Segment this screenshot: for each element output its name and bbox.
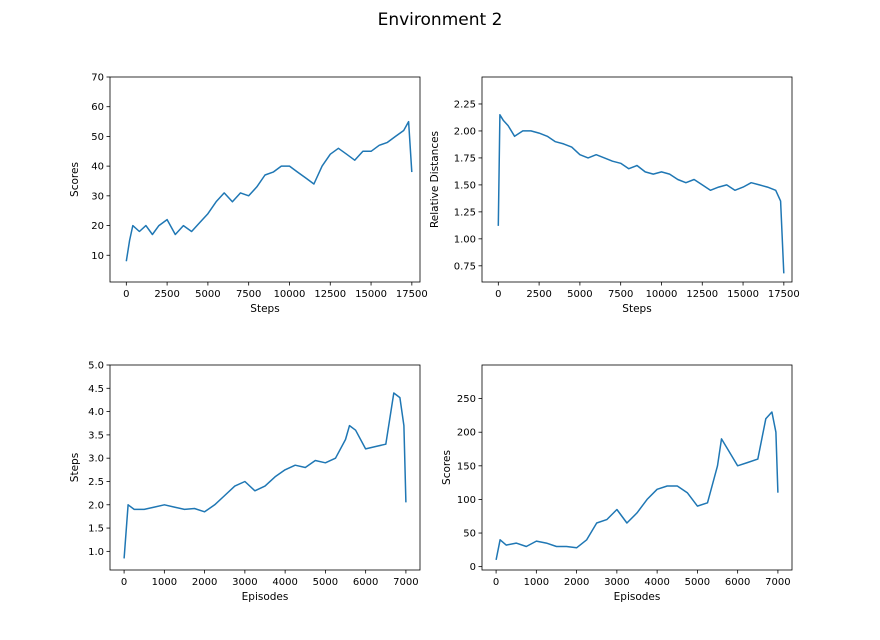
- x-tick-label: 3000: [604, 577, 629, 588]
- series-line-1: [495, 411, 779, 561]
- y-tick-label: 20: [91, 221, 104, 232]
- x-tick-label: 7500: [236, 289, 261, 300]
- y-tick-label: 1.50: [454, 180, 476, 191]
- subplot-1: 0 2500 5000 7500 10000 12500 15000 17500 10 20 30 4…: [69, 73, 428, 316]
- x-tick-label: 0: [495, 289, 501, 300]
- y-tick-label: 0: [470, 562, 476, 573]
- y-tick-label: 1.25: [454, 207, 476, 218]
- x-tick-label: 6000: [725, 577, 750, 588]
- y-tick-label: 2.25: [454, 99, 476, 110]
- y-tick-label: 3.0: [88, 454, 104, 465]
- x-tick-label: 1000: [524, 577, 549, 588]
- y-axis-label: Scores: [69, 162, 81, 197]
- y-axis-label: Steps: [69, 453, 81, 482]
- y-tick-label: 2.0: [88, 500, 104, 511]
- x-tick-label: 0: [493, 577, 499, 588]
- x-tick-label: 2000: [564, 577, 589, 588]
- series-line-1: [125, 120, 413, 262]
- y-axis-label: Relative Distances: [429, 131, 441, 228]
- x-axis-label: Episodes: [614, 591, 661, 603]
- y-tick-label: 2.5: [88, 477, 104, 488]
- y-axis-label: Scores: [441, 450, 453, 485]
- y-tick-label: 5.0: [88, 361, 104, 372]
- subplot-4: 0 1000 2000 3000 4000 5000 6000 7000 0 50 100 150 20…: [441, 364, 793, 603]
- y-tick-label: 200: [457, 428, 476, 439]
- x-tick-label: 12500: [314, 289, 346, 300]
- x-tick-label: 4000: [272, 577, 297, 588]
- x-tick-label: 6000: [353, 577, 378, 588]
- x-tick-label: 5000: [685, 577, 710, 588]
- x-tick-label: 5000: [195, 289, 220, 300]
- x-tick-label: 10000: [646, 289, 678, 300]
- x-tick-label: 7500: [608, 289, 633, 300]
- x-tick-label: 0: [121, 577, 127, 588]
- y-tick-label: 60: [91, 102, 104, 113]
- y-tick-label: 4.5: [88, 384, 104, 395]
- y-tick-label: 0.75: [454, 261, 476, 272]
- x-axis-label: Episodes: [242, 591, 289, 603]
- plot-frame: [109, 76, 421, 283]
- series-line-1: [497, 114, 785, 274]
- x-tick-label: 3000: [232, 577, 257, 588]
- x-axis-label: Steps: [622, 303, 651, 315]
- x-tick-label: 7000: [765, 577, 790, 588]
- plot-frame: [481, 364, 793, 571]
- x-tick-label: 2500: [154, 289, 179, 300]
- x-tick-label: 5000: [313, 577, 338, 588]
- y-tick-label: 30: [91, 191, 104, 202]
- y-tick-label: 100: [457, 495, 476, 506]
- y-tick-label: 1.5: [88, 524, 104, 535]
- x-tick-label: 1000: [152, 577, 177, 588]
- x-tick-label: 12500: [686, 289, 718, 300]
- y-tick-label: 2.00: [454, 126, 476, 137]
- plot-frame: [109, 364, 421, 571]
- x-tick-label: 10000: [274, 289, 306, 300]
- y-tick-label: 4.0: [88, 407, 104, 418]
- y-tick-label: 1.75: [454, 153, 476, 164]
- series-line-1: [123, 392, 407, 559]
- x-tick-label: 2500: [526, 289, 551, 300]
- x-tick-label: 0: [123, 289, 129, 300]
- x-tick-label: 17500: [768, 289, 800, 300]
- x-tick-label: 15000: [355, 289, 387, 300]
- y-tick-label: 1.00: [454, 234, 476, 245]
- y-tick-label: 50: [463, 529, 476, 540]
- x-tick-label: 5000: [567, 289, 592, 300]
- x-tick-label: 17500: [396, 289, 428, 300]
- x-axis-label: Steps: [250, 303, 279, 315]
- y-tick-label: 3.5: [88, 430, 104, 441]
- y-tick-label: 10: [91, 251, 104, 262]
- y-tick-label: 1.0: [88, 547, 104, 558]
- y-tick-label: 70: [91, 73, 104, 84]
- x-tick-label: 15000: [727, 289, 759, 300]
- x-tick-label: 7000: [393, 577, 418, 588]
- y-tick-label: 50: [91, 132, 104, 143]
- y-tick-label: 150: [457, 461, 476, 472]
- y-tick-label: 40: [91, 162, 104, 173]
- x-tick-label: 2000: [192, 577, 217, 588]
- plot-frame: [481, 76, 793, 283]
- x-tick-label: 4000: [644, 577, 669, 588]
- subplot-3: 0 1000 2000 3000 4000 5000 6000 7000 1.0 1.5 2.0 2.…: [69, 361, 421, 603]
- y-tick-label: 250: [457, 394, 476, 405]
- subplot-2: 0 2500 5000 7500 10000 12500 15000 17500 0.75 1.0…: [429, 76, 800, 315]
- figure-title: Environment 2: [377, 10, 503, 30]
